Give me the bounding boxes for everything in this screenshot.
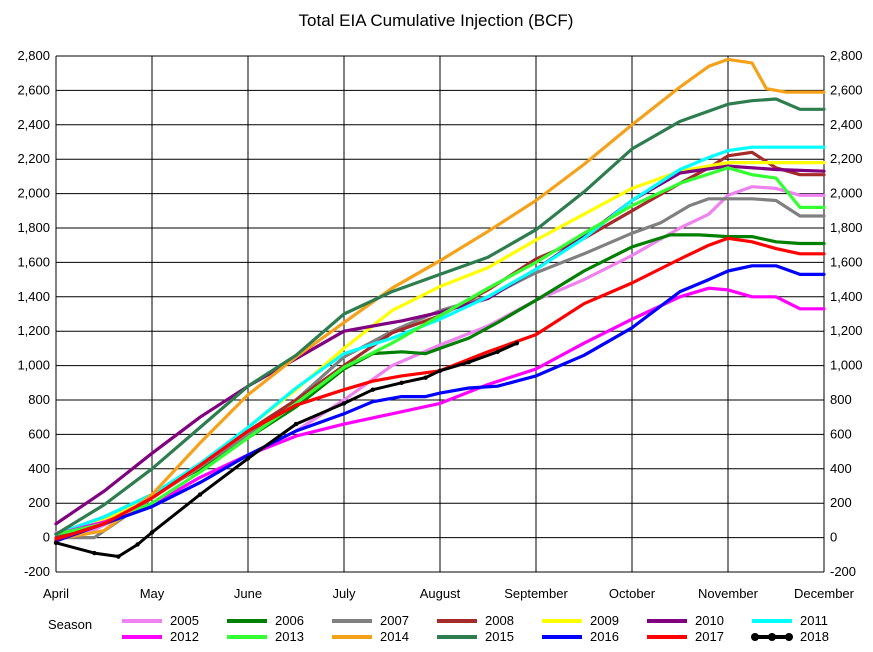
- y-tick-label-left: 2,400: [17, 117, 50, 132]
- legend-label-2018: 2018: [800, 629, 829, 644]
- y-tick-label-right: 2,600: [830, 82, 863, 97]
- x-tick-label: November: [698, 586, 759, 601]
- y-tick-label-right: 2,800: [830, 48, 863, 63]
- y-tick-label-left: 2,000: [17, 186, 50, 201]
- x-tick-label: April: [43, 586, 69, 601]
- x-tick-label: June: [234, 586, 262, 601]
- legend-layer: Season 2005 2006 2007 2008 2009 2010 2011 2012 2…: [48, 613, 829, 644]
- series-line-2017: [54, 236, 826, 541]
- y-tick-label-right: 2,000: [830, 186, 863, 201]
- series-line-2010: [54, 164, 826, 526]
- y-tick-label-right: 1,400: [830, 289, 863, 304]
- chart-title: Total EIA Cumulative Injection (BCF): [299, 11, 574, 30]
- legend-label-2008: 2008: [485, 613, 514, 628]
- y-tick-label-right: 0: [830, 530, 837, 545]
- series-line-2011: [54, 145, 826, 536]
- series-point-2018: [245, 456, 251, 461]
- axis-layer: -200 -200 0 0 200 200 400 400 600 600 800 800 1,000 1…: [17, 48, 862, 601]
- y-tick-label-left: 0: [43, 530, 50, 545]
- series-point-2018: [53, 540, 59, 545]
- y-tick-label-left: 1,000: [17, 358, 50, 373]
- y-tick-label-right: 400: [830, 461, 852, 476]
- y-tick-label-left: 2,200: [17, 151, 50, 166]
- legend-label-2012: 2012: [170, 629, 199, 644]
- y-tick-label-left: 1,200: [17, 323, 50, 338]
- series-line-2016: [54, 264, 826, 543]
- y-tick-label-left: 1,800: [17, 220, 50, 235]
- y-tick-label-right: 1,000: [830, 358, 863, 373]
- series-line-2014: [54, 57, 826, 541]
- legend-label-2011: 2011: [800, 613, 828, 628]
- series-point-2018: [437, 368, 443, 373]
- y-tick-label-right: 800: [830, 392, 852, 407]
- legend-marker-2018: [751, 633, 759, 641]
- y-tick-label-right: -200: [830, 564, 856, 579]
- legend-label-2015: 2015: [485, 629, 514, 644]
- series-point-2018: [423, 375, 428, 380]
- y-tick-label-left: 400: [28, 461, 50, 476]
- legend-title: Season: [48, 617, 92, 632]
- series-point-2018: [92, 550, 97, 556]
- legend-label-2016: 2016: [590, 629, 619, 644]
- y-tick-label-left: 200: [28, 495, 50, 510]
- legend-label-2014: 2014: [380, 629, 409, 644]
- legend-marker-2018: [785, 633, 793, 641]
- legend-marker-2018: [768, 633, 776, 641]
- x-tick-label: May: [140, 586, 165, 601]
- series-point-2018: [149, 530, 155, 535]
- series-layer: [53, 57, 826, 559]
- y-tick-label-right: 2,200: [830, 151, 863, 166]
- series-line-2015: [54, 97, 826, 536]
- y-tick-label-left: 1,400: [17, 289, 50, 304]
- legend-label-2007: 2007: [380, 613, 409, 628]
- series-point-2018: [197, 492, 203, 497]
- series-point-2018: [399, 380, 404, 385]
- x-tick-label: December: [794, 586, 855, 601]
- y-tick-label-right: 1,800: [830, 220, 863, 235]
- series-point-2018: [495, 349, 500, 355]
- legend-label-2010: 2010: [695, 613, 724, 628]
- legend-label-2006: 2006: [275, 613, 304, 628]
- y-tick-label-right: 200: [830, 495, 852, 510]
- x-tick-label: September: [504, 586, 568, 601]
- y-tick-label-right: 1,200: [830, 323, 863, 338]
- y-tick-label-right: 2,400: [830, 117, 863, 132]
- y-tick-label-right: 1,600: [830, 254, 863, 269]
- series-point-2018: [135, 542, 140, 547]
- y-tick-label-left: -200: [24, 564, 50, 579]
- series-point-2018: [293, 421, 299, 427]
- series-line-2012: [54, 286, 826, 536]
- series-point-2018: [514, 341, 519, 346]
- x-tick-label: July: [332, 586, 356, 601]
- y-tick-label-left: 2,600: [17, 82, 50, 97]
- series-line-2018: [54, 341, 519, 558]
- legend-label-2017: 2017: [695, 629, 724, 644]
- series-point-2018: [466, 359, 471, 365]
- series-point-2018: [341, 401, 347, 406]
- x-tick-label: August: [420, 586, 461, 601]
- series-line-2013: [54, 166, 826, 536]
- series-line-2007: [54, 197, 826, 540]
- y-tick-label-right: 600: [830, 426, 852, 441]
- series-point-2018: [116, 554, 121, 559]
- y-tick-label-left: 1,600: [17, 254, 50, 269]
- legend-label-2013: 2013: [275, 629, 304, 644]
- y-tick-label-left: 2,800: [17, 48, 50, 63]
- y-tick-label-left: 600: [28, 426, 50, 441]
- series-point-2018: [370, 387, 375, 392]
- grid-layer: [55, 55, 825, 573]
- x-tick-label: October: [609, 586, 656, 601]
- legend-label-2009: 2009: [590, 613, 619, 628]
- y-tick-label-left: 800: [28, 392, 50, 407]
- legend-label-2005: 2005: [170, 613, 199, 628]
